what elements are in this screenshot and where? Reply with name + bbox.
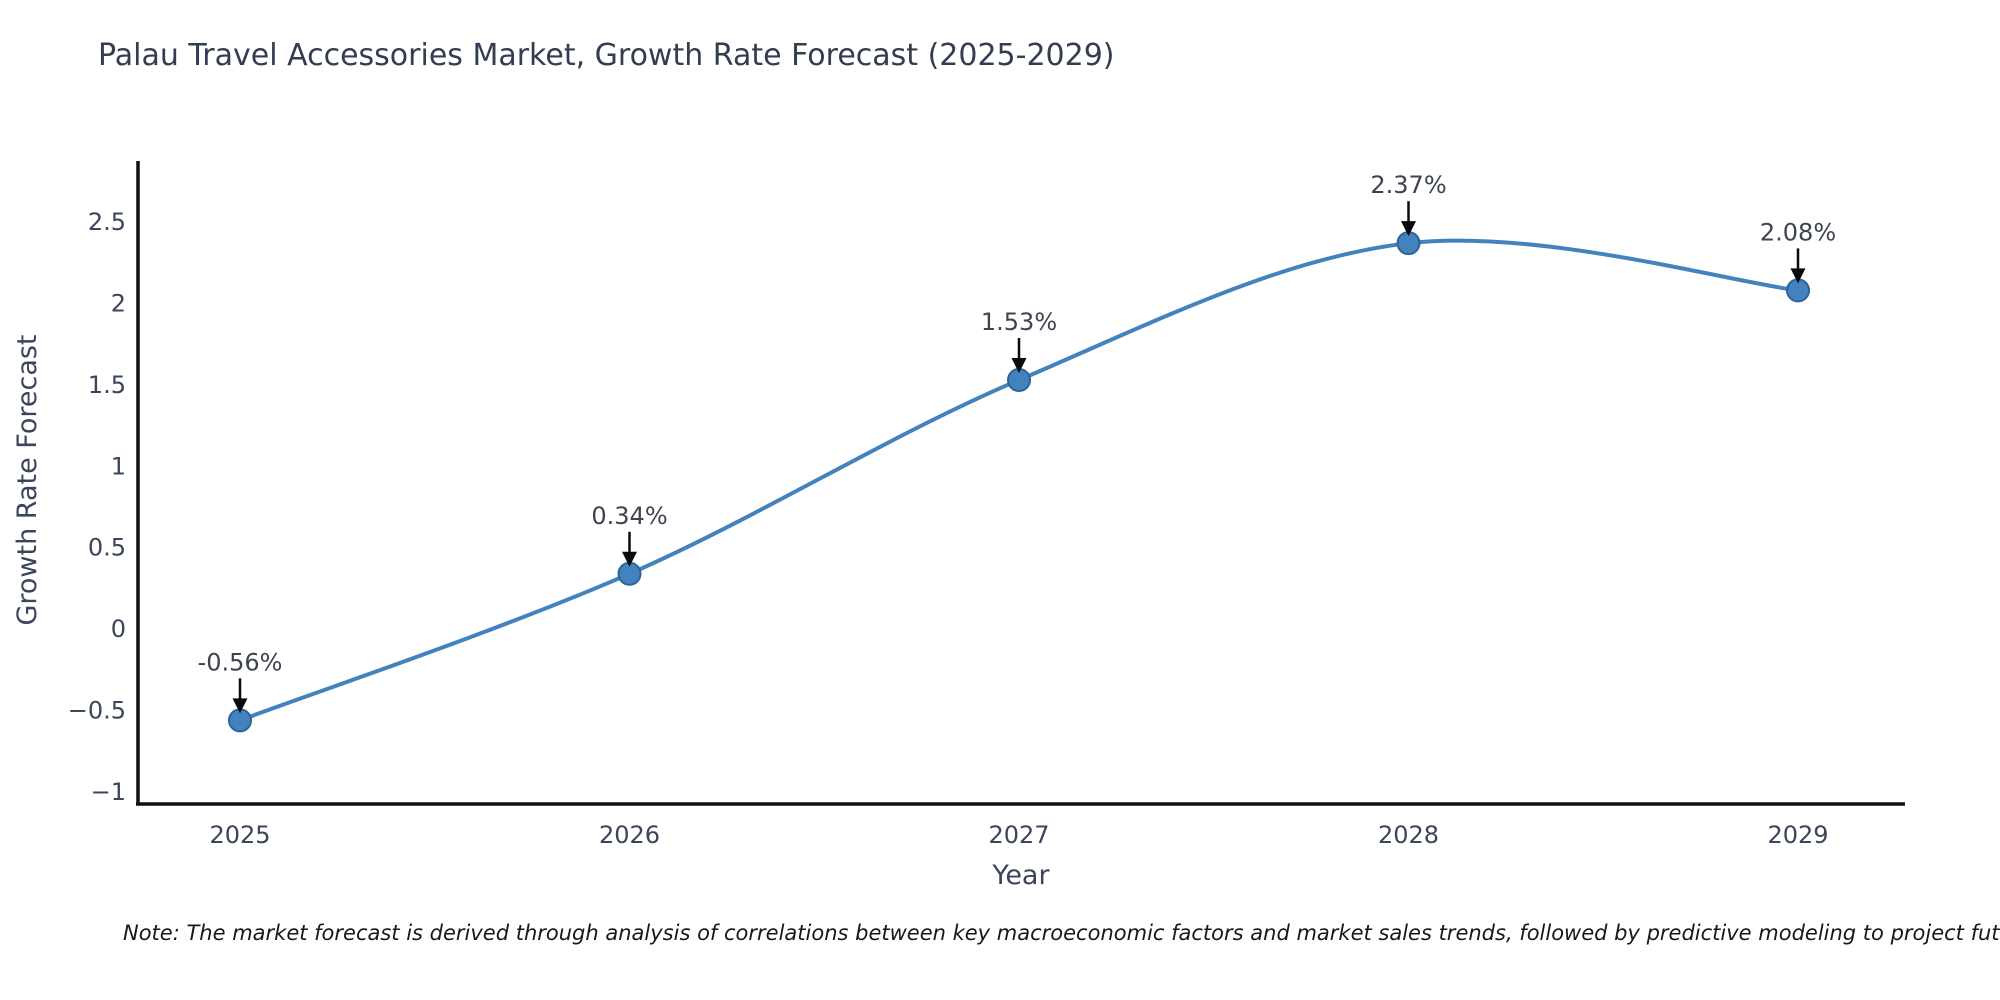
y-tick-label: 1.5 bbox=[88, 371, 126, 399]
y-axis-title: Growth Rate Forecast bbox=[12, 334, 43, 625]
annotation-label: -0.56% bbox=[198, 648, 283, 676]
footnote: Note: The market forecast is derived thr… bbox=[123, 921, 2000, 945]
x-tick-label: 2025 bbox=[209, 821, 270, 849]
y-tick-label: 0 bbox=[111, 615, 126, 643]
y-tick-label: 2.5 bbox=[88, 208, 126, 236]
annotation-label: 2.08% bbox=[1760, 218, 1836, 246]
annotation-label: 2.37% bbox=[1370, 171, 1446, 199]
y-tick-label: −0.5 bbox=[68, 697, 126, 725]
chart-title: Palau Travel Accessories Market, Growth … bbox=[98, 38, 1115, 73]
x-tick-label: 2028 bbox=[1378, 821, 1439, 849]
y-tick-label: 2 bbox=[111, 289, 126, 317]
y-tick-label: −1 bbox=[91, 778, 126, 806]
annotation-label: 0.34% bbox=[591, 502, 667, 530]
annotation-arrow-head bbox=[1011, 357, 1027, 373]
x-tick-label: 2026 bbox=[599, 821, 660, 849]
y-tick-label: 1 bbox=[111, 452, 126, 480]
annotation-arrow-head bbox=[622, 551, 637, 567]
x-tick-label: 2029 bbox=[1767, 821, 1828, 849]
annotation-label: 1.53% bbox=[981, 308, 1057, 336]
x-tick-label: 2027 bbox=[988, 821, 1049, 849]
annotation-arrow-head bbox=[1790, 268, 1806, 284]
annotation-arrow-head bbox=[232, 698, 248, 714]
x-axis-title: Year bbox=[991, 860, 1050, 891]
annotation-arrow-head bbox=[1401, 221, 1416, 237]
y-tick-label: 0.5 bbox=[88, 534, 126, 562]
